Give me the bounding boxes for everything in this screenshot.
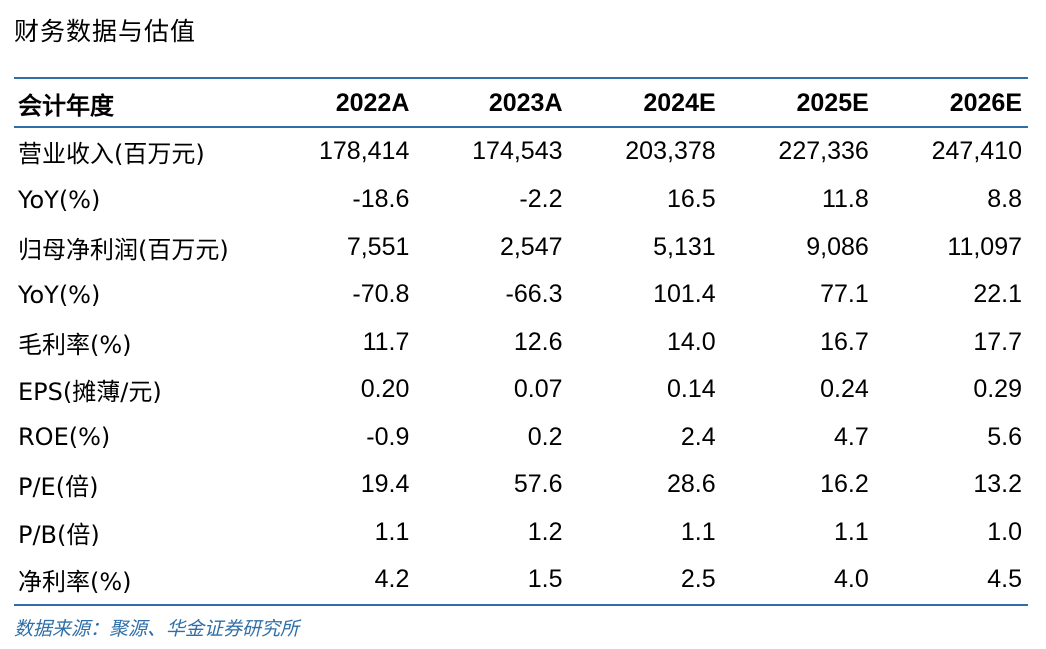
table-row: 毛利率(%) 11.7 12.6 14.0 16.7 17.7 <box>14 319 1028 367</box>
row-label: EPS(摊薄/元) <box>18 378 162 407</box>
bottom-rule <box>14 604 1028 606</box>
top-rule <box>14 77 1028 79</box>
table-cell: 8.8 <box>987 185 1022 214</box>
table-cell: 77.1 <box>820 280 869 309</box>
table-cell: -2.2 <box>519 185 563 214</box>
table-cell: 2.5 <box>680 565 716 594</box>
row-label: P/B(倍) <box>18 520 100 549</box>
table-cell: 12.6 <box>513 327 563 356</box>
header-rule <box>14 126 1028 128</box>
row-label: ROE(%) <box>18 423 111 452</box>
table-cell: 57.6 <box>513 470 563 499</box>
table-row: P/E(倍) 19.4 57.6 28.6 16.2 13.2 <box>14 461 1028 509</box>
table-cell: 11.8 <box>821 185 869 214</box>
table-cell: 7,551 <box>346 232 410 261</box>
table-cell: 4.5 <box>987 565 1022 594</box>
table-cell: 101.4 <box>653 280 716 309</box>
table-cell: 1.0 <box>987 517 1022 546</box>
table-cell: 16.5 <box>666 185 716 214</box>
table-title: 财务数据与估值 <box>14 17 197 46</box>
table-cell: 16.2 <box>820 470 869 499</box>
table-cell: 1.1 <box>374 517 410 546</box>
table-row: P/B(倍) 1.1 1.2 1.1 1.1 1.0 <box>14 509 1028 557</box>
year-header: 2026E <box>949 88 1022 117</box>
table-cell: -0.9 <box>366 422 410 451</box>
year-header: 2023A <box>488 88 563 117</box>
header-label: 会计年度 <box>18 91 114 120</box>
table-cell: 19.4 <box>360 470 410 499</box>
row-label: 毛利率(%) <box>18 330 132 359</box>
table-cell: 174,543 <box>472 136 563 165</box>
table-cell: 4.2 <box>374 565 410 594</box>
table-cell: 1.1 <box>834 517 869 546</box>
table-row: 归母净利润(百万元) 7,551 2,547 5,131 9,086 11,097 <box>14 224 1028 272</box>
year-header: 2022A <box>335 88 410 117</box>
table-cell: 0.29 <box>973 375 1022 404</box>
table-cell: 0.20 <box>360 375 410 404</box>
table-cell: 1.1 <box>680 517 716 546</box>
table-cell: 22.1 <box>973 280 1022 309</box>
table-cell: 1.2 <box>527 517 563 546</box>
table-cell: 4.0 <box>834 565 869 594</box>
source-note: 数据来源：聚源、华金证券研究所 <box>14 618 300 640</box>
table-cell: 9,086 <box>806 232 869 261</box>
year-header: 2025E <box>796 88 869 117</box>
row-label: 归母净利润(百万元) <box>18 235 229 264</box>
table-row: EPS(摊薄/元) 0.20 0.07 0.14 0.24 0.29 <box>14 366 1028 414</box>
table-cell: 13.2 <box>973 470 1022 499</box>
table-row: ROE(%) -0.9 0.2 2.4 4.7 5.6 <box>14 414 1028 462</box>
financial-table: 会计年度 2022A 2023A 2024E 2025E 2026E 营业收入(… <box>14 80 1028 604</box>
table-cell: 0.24 <box>820 375 869 404</box>
table-cell: 5.6 <box>987 422 1022 451</box>
table-cell: 0.2 <box>527 422 563 451</box>
row-label: YoY(%) <box>18 280 101 309</box>
table-cell: 5,131 <box>653 232 716 261</box>
row-label: 营业收入(百万元) <box>18 139 205 168</box>
table-row: 净利率(%) 4.2 1.5 2.5 4.0 4.5 <box>14 556 1028 604</box>
table-cell: 4.7 <box>834 422 869 451</box>
row-label: YoY(%) <box>18 185 101 214</box>
table-row: YoY(%) -70.8 -66.3 101.4 77.1 22.1 <box>14 271 1028 319</box>
table-cell: 1.5 <box>527 565 563 594</box>
table-row: YoY(%) -18.6 -2.2 16.5 11.8 8.8 <box>14 176 1028 224</box>
table-cell: 16.7 <box>820 327 869 356</box>
table-cell: 11,097 <box>947 232 1022 261</box>
table-cell: 2.4 <box>680 422 716 451</box>
table-cell: -70.8 <box>352 280 410 309</box>
table-body: 营业收入(百万元) 178,414 174,543 203,378 227,336 247… <box>14 126 1028 604</box>
table-cell: 227,336 <box>778 136 869 165</box>
table-row: 营业收入(百万元) 178,414 174,543 203,378 227,336 247… <box>14 126 1028 176</box>
table-cell: 0.07 <box>513 375 563 404</box>
table-cell: 178,414 <box>319 136 410 165</box>
table-cell: -66.3 <box>505 280 563 309</box>
table-cell: 0.14 <box>666 375 716 404</box>
row-label: P/E(倍) <box>18 473 99 502</box>
table-cell: 247,410 <box>931 136 1022 165</box>
table-cell: 203,378 <box>625 136 716 165</box>
table-cell: 14.0 <box>666 327 716 356</box>
header-row: 会计年度 2022A 2023A 2024E 2025E 2026E <box>14 80 1028 126</box>
table-cell: 2,547 <box>499 232 563 261</box>
table-cell: 28.6 <box>666 470 716 499</box>
year-header: 2024E <box>643 88 716 117</box>
table-cell: 17.7 <box>973 327 1022 356</box>
row-label: 净利率(%) <box>18 568 132 597</box>
table-cell: -18.6 <box>352 185 410 214</box>
table-cell: 11.7 <box>362 327 410 356</box>
